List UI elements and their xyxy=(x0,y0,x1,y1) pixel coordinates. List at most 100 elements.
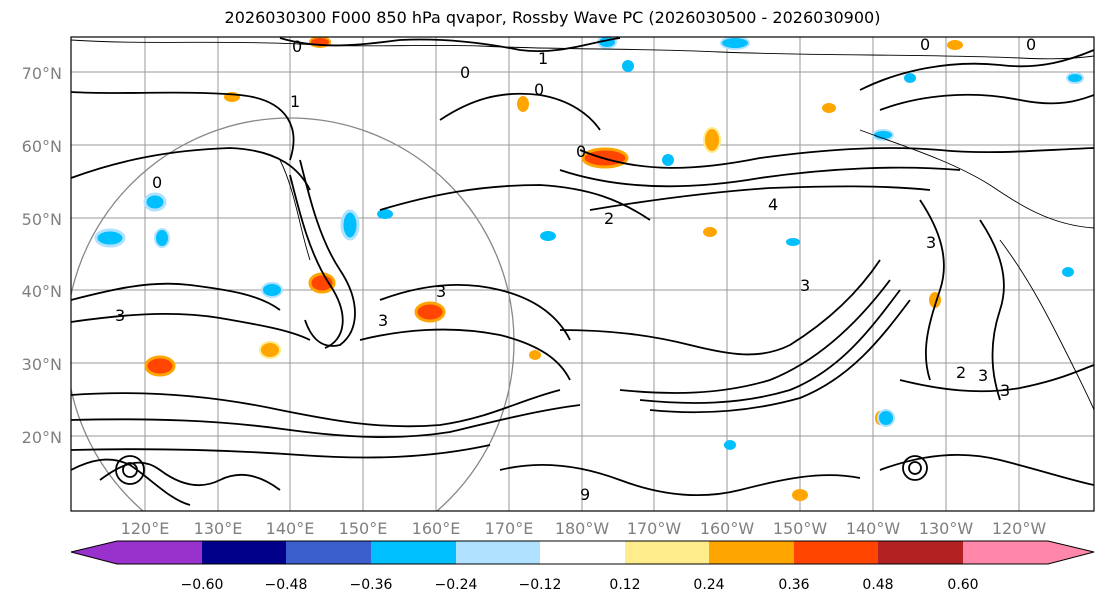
colorbar-tick: −0.36 xyxy=(350,577,393,593)
negative-patch xyxy=(786,238,800,246)
lon-label: 180°W xyxy=(555,519,610,538)
contour-line xyxy=(299,159,356,347)
negative-patch xyxy=(377,209,393,219)
contour-line xyxy=(439,92,601,131)
contour-line xyxy=(559,259,881,356)
contour-line xyxy=(919,199,945,381)
contour-label: 4 xyxy=(768,195,778,214)
negative-patch xyxy=(877,409,895,427)
lon-label: 130°W xyxy=(919,519,974,538)
colorbar-tick: −0.24 xyxy=(435,577,478,593)
contour-line xyxy=(579,147,1094,169)
contour-line xyxy=(359,328,571,381)
map-content xyxy=(71,37,1094,511)
negative-patch xyxy=(261,282,283,298)
contour-label: 0 xyxy=(460,63,470,82)
lon-label: 150°E xyxy=(339,519,388,538)
gridlines xyxy=(71,37,1094,511)
negative-patch xyxy=(622,60,634,72)
contour-line xyxy=(71,404,581,438)
map-border xyxy=(70,36,1095,512)
contour-line xyxy=(902,455,928,481)
contour-line xyxy=(289,174,344,349)
positive-patch xyxy=(703,127,721,153)
contour-label: 9 xyxy=(580,485,590,504)
lon-label: 120°E xyxy=(121,519,170,538)
lat-label: 50°N xyxy=(22,210,62,229)
coastline xyxy=(279,159,311,261)
positive-patch xyxy=(259,341,281,359)
lat-label: 40°N xyxy=(22,282,62,301)
contour-label: 0 xyxy=(576,142,586,161)
positive-patch xyxy=(517,96,529,112)
colorbar-segment xyxy=(625,541,709,564)
negative-patch xyxy=(662,154,674,166)
lon-label: 140°W xyxy=(846,519,901,538)
contour-label: 3 xyxy=(926,233,936,252)
contour-line xyxy=(71,282,281,311)
contour-label: 3 xyxy=(1000,381,1010,400)
contour-label: 3 xyxy=(978,366,988,385)
colorbar-tick: 0.60 xyxy=(947,577,978,593)
colorbar-segment xyxy=(117,541,202,564)
colorbar-segment xyxy=(878,541,963,564)
colorbar-segment xyxy=(540,541,625,564)
contour-line xyxy=(619,279,891,394)
contour-line xyxy=(499,463,861,497)
latitude-labels: 70°N 60°N 50°N 40°N 30°N 20°N xyxy=(22,64,62,447)
colorbar-segment xyxy=(456,541,540,564)
positive-patch xyxy=(947,40,963,50)
contour-line xyxy=(979,219,1005,401)
colorbar-segment xyxy=(286,541,371,564)
negative-patch xyxy=(1066,72,1084,84)
lon-label: 150°W xyxy=(773,519,828,538)
contour-lines xyxy=(71,37,1094,506)
positive-patch xyxy=(703,227,717,237)
contour-label: 3 xyxy=(115,306,125,325)
contour-line xyxy=(639,289,901,404)
figure-title: 2026030300 F000 850 hPa qvapor, Rossby W… xyxy=(224,8,881,27)
coastline xyxy=(859,129,1094,229)
colorbar-tick: −0.48 xyxy=(265,577,308,593)
negative-patch xyxy=(720,37,750,50)
lon-label: 170°E xyxy=(485,519,534,538)
contour-line xyxy=(71,91,295,161)
contour-line xyxy=(649,299,911,414)
contour-label: 3 xyxy=(436,282,446,301)
lon-label: 170°W xyxy=(627,519,682,538)
colorbar-segment xyxy=(709,541,794,564)
negative-patch xyxy=(340,209,360,241)
positive-patch xyxy=(822,103,836,113)
contour-line xyxy=(71,313,311,341)
contour-line xyxy=(879,453,1094,486)
colorbar-tick: 0.48 xyxy=(862,577,893,593)
contour-label: 1 xyxy=(290,92,300,111)
contour-label: 1 xyxy=(538,49,548,68)
contour-line xyxy=(589,185,931,211)
contour-line xyxy=(71,458,191,506)
coastline xyxy=(71,39,1094,60)
contour-line xyxy=(859,49,1094,91)
positive-patch xyxy=(529,350,541,360)
colorbar-high-extend xyxy=(1048,541,1094,564)
colorbar-low-extend xyxy=(71,541,117,564)
lat-label: 30°N xyxy=(22,355,62,374)
lon-label: 160°W xyxy=(700,519,755,538)
negative-patch xyxy=(540,231,556,241)
contour-line xyxy=(559,166,961,188)
contour-line xyxy=(908,461,922,475)
contour-labels: 0 1 0 0 0 2 4 3 3 3 3 3 2 3 3 0 9 0 0 1 xyxy=(115,35,1036,504)
coastlines xyxy=(71,39,1094,411)
contour-label: 0 xyxy=(920,35,930,54)
negative-patch xyxy=(1062,267,1074,277)
negative-patch xyxy=(143,192,167,212)
colorbar-tick: 0.24 xyxy=(693,577,724,593)
contour-label: 0 xyxy=(152,173,162,192)
lat-label: 60°N xyxy=(22,137,62,156)
positive-patch xyxy=(792,489,808,501)
reference-circle xyxy=(71,117,515,511)
lon-label: 140°E xyxy=(266,519,315,538)
contour-line xyxy=(122,462,138,478)
colorbar-tick: 0.12 xyxy=(609,577,640,593)
